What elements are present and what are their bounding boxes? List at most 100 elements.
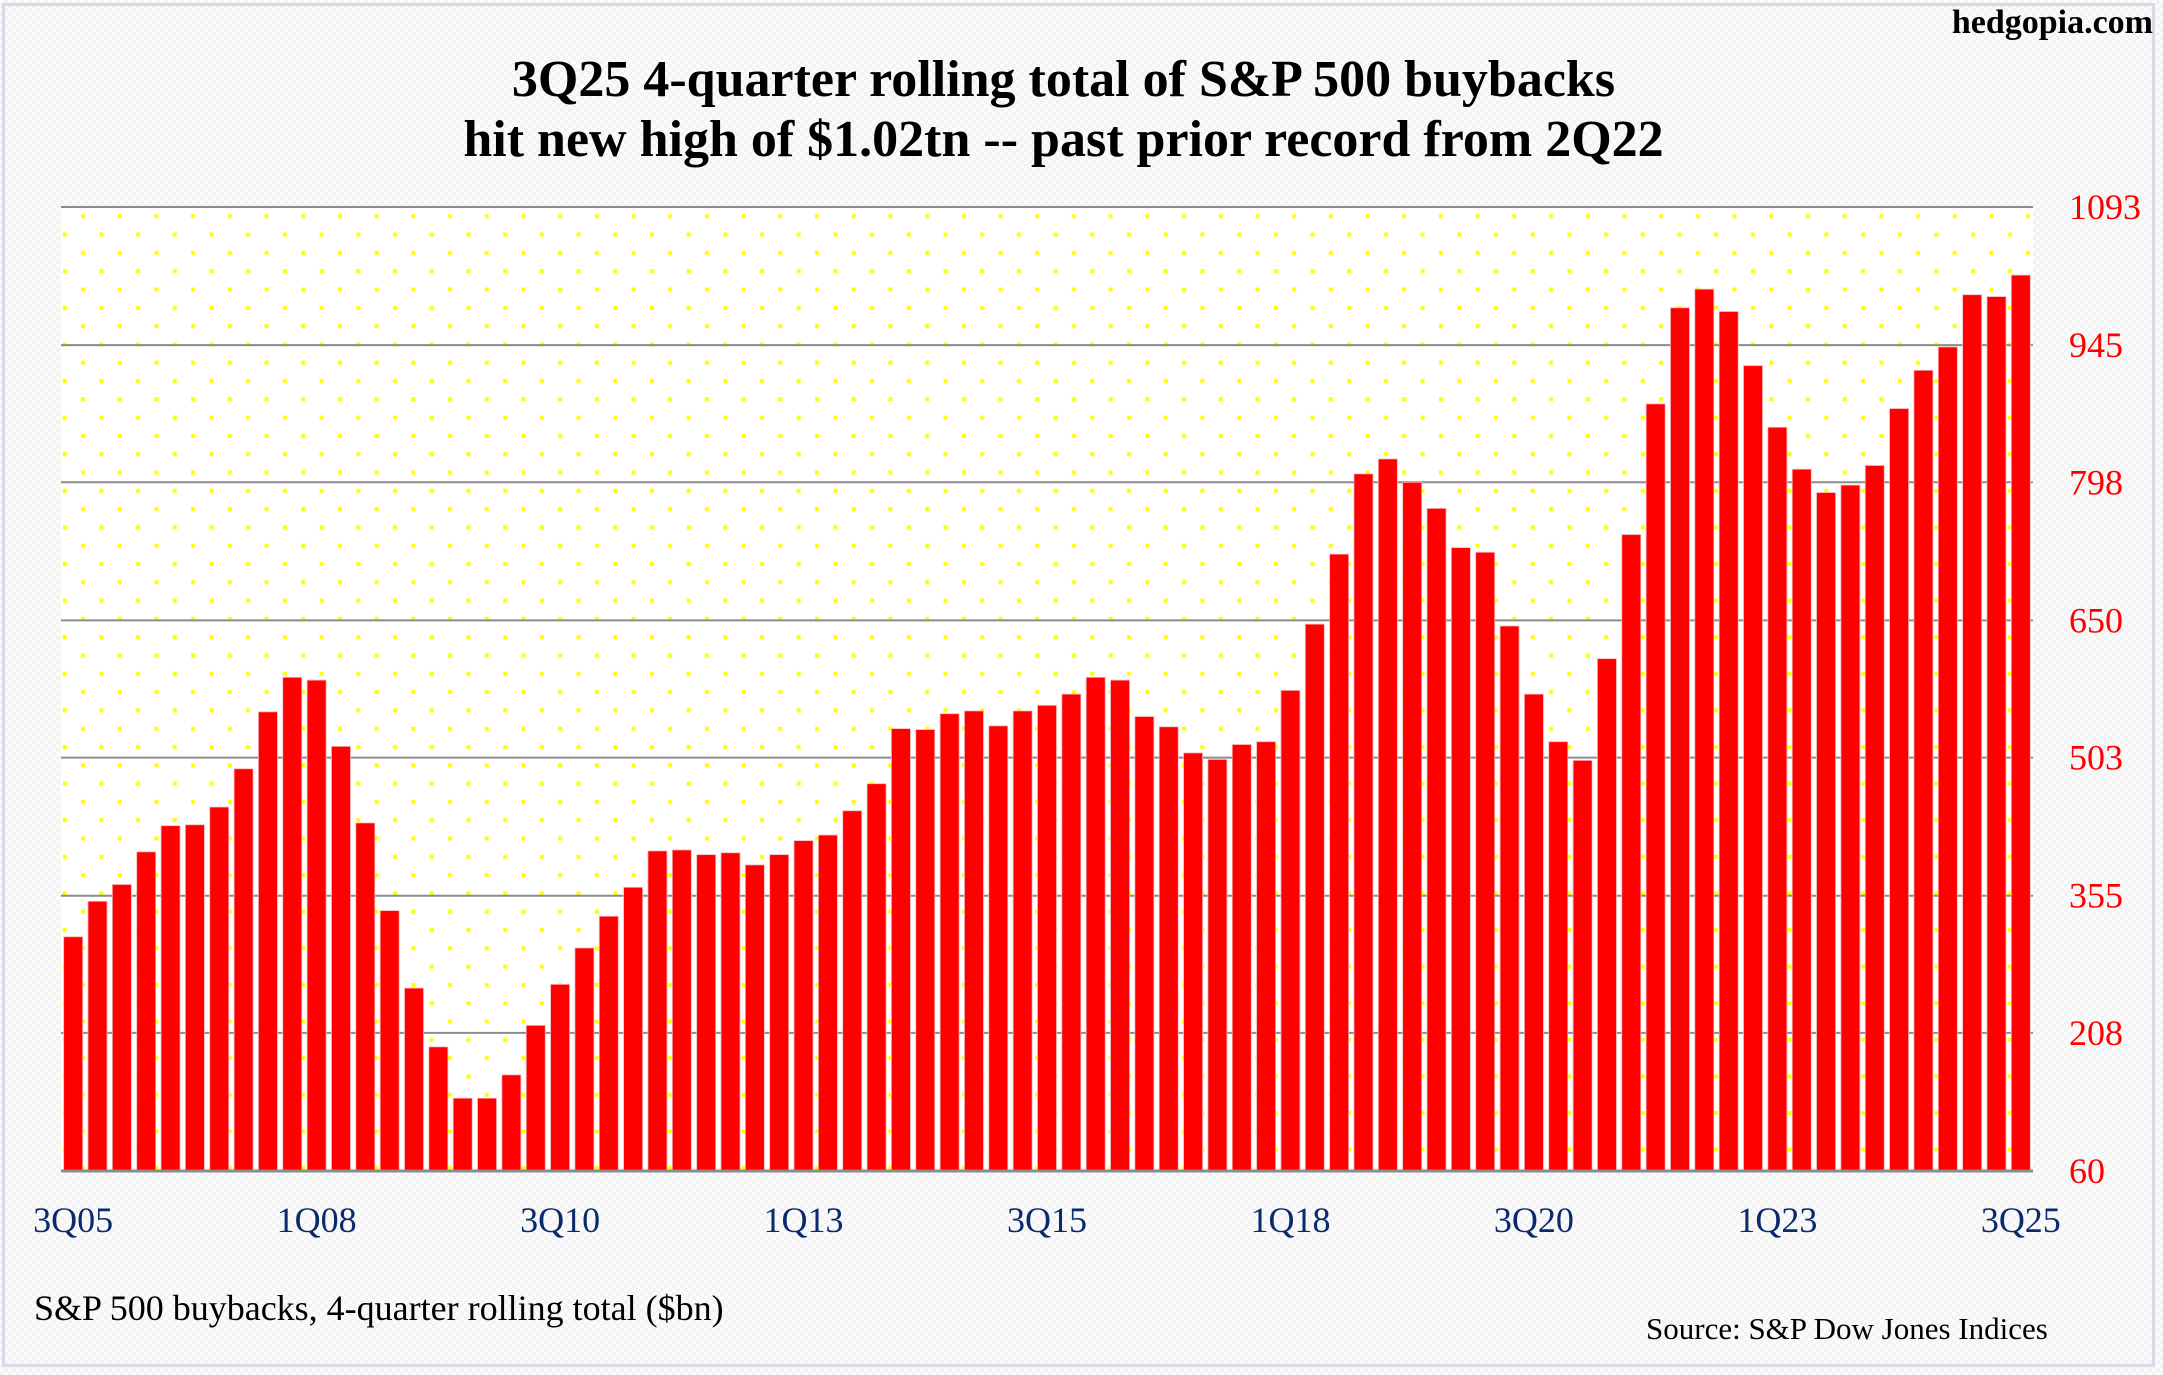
y-axis-caption: S&P 500 buybacks, 4-quarter rolling tota… <box>34 1288 724 1328</box>
bar-4Q16 <box>1158 726 1179 1172</box>
bar-1Q11 <box>598 915 619 1172</box>
y-tick-label: 798 <box>2069 462 2123 502</box>
bar-2Q25 <box>1986 296 2007 1172</box>
bar-3Q23 <box>1816 492 1836 1172</box>
bar-3Q09 <box>452 1097 473 1172</box>
source-note: Source: S&P Dow Jones Indices <box>1646 1311 2048 1346</box>
bar-4Q23 <box>1840 484 1861 1172</box>
bar-3Q05 <box>63 936 84 1172</box>
bar-4Q18 <box>1353 473 1374 1172</box>
bar-3Q18 <box>1329 553 1350 1172</box>
y-tick-label: 945 <box>2069 325 2123 365</box>
bar-2Q07 <box>233 768 254 1172</box>
bar-1Q07 <box>209 806 230 1172</box>
bar-1Q12 <box>696 854 717 1172</box>
bar-4Q14 <box>964 710 984 1172</box>
bar-3Q15 <box>1037 704 1057 1172</box>
bar-2Q06 <box>136 851 157 1172</box>
bar-1Q08 <box>306 679 327 1172</box>
bar-2Q21 <box>1597 658 1617 1172</box>
x-tick-label: 1Q18 <box>1250 1200 1330 1240</box>
bar-4Q24 <box>1937 346 1958 1172</box>
chart-frame <box>2 3 2155 1367</box>
bar-3Q11 <box>647 850 668 1172</box>
x-tick-label: 3Q20 <box>1494 1200 1574 1240</box>
bar-2Q17 <box>1207 759 1228 1172</box>
bar-1Q16 <box>1085 676 1106 1172</box>
bar-2Q13 <box>817 834 838 1172</box>
bar-4Q07 <box>282 676 303 1172</box>
bar-3Q19 <box>1426 508 1447 1172</box>
bar-3Q14 <box>939 713 960 1172</box>
bar-4Q06 <box>185 824 205 1172</box>
bar-3Q12 <box>744 864 765 1172</box>
bar-1Q19 <box>1377 458 1398 1172</box>
bar-4Q22 <box>1743 365 1763 1172</box>
bar-3Q07 <box>258 711 278 1172</box>
bar-3Q22 <box>1718 311 1739 1172</box>
bar-4Q21 <box>1645 403 1666 1172</box>
x-tick-label: 1Q23 <box>1737 1200 1817 1240</box>
y-tick-label: 355 <box>2069 876 2123 916</box>
bar-3Q24 <box>1913 369 1934 1172</box>
bar-3Q17 <box>1231 744 1252 1172</box>
x-tick-label: 1Q13 <box>764 1200 844 1240</box>
bar-2Q22 <box>1694 288 1715 1172</box>
bar-1Q23 <box>1767 426 1788 1172</box>
bar-2Q10 <box>525 1025 546 1172</box>
x-tick-label: 3Q15 <box>1007 1200 1087 1240</box>
bar-3Q25 <box>2010 274 2031 1172</box>
bar-1Q18 <box>1280 690 1301 1172</box>
bar-3Q08 <box>355 822 376 1172</box>
bar-1Q06 <box>111 884 132 1172</box>
bar-2Q14 <box>915 729 936 1172</box>
bar-2Q18 <box>1304 623 1325 1172</box>
chart-subtitle: hit new high of $1.02tn -- past prior re… <box>463 111 1664 168</box>
x-tick-label: 3Q25 <box>1981 1200 2061 1240</box>
bar-2Q11 <box>623 886 644 1172</box>
bar-3Q10 <box>550 983 570 1172</box>
bar-1Q20 <box>1475 551 1496 1172</box>
watermark: hedgopia.com <box>1951 4 2153 41</box>
y-tick-label: 60 <box>2069 1151 2105 1191</box>
y-axis-labels: 60 208 355 503 650 798 945 1093 <box>2069 187 2141 1191</box>
bar-4Q19 <box>1450 547 1471 1172</box>
bars <box>63 274 2031 1172</box>
bar-2Q08 <box>331 745 351 1172</box>
bar-1Q10 <box>501 1074 522 1172</box>
bar-3Q13 <box>842 810 863 1172</box>
bar-1Q14 <box>891 728 911 1172</box>
bar-4Q17 <box>1256 741 1277 1172</box>
bar-4Q15 <box>1061 693 1082 1172</box>
bar-1Q21 <box>1572 759 1593 1172</box>
bar-2Q23 <box>1791 468 1812 1172</box>
chart-title: 3Q25 4-quarter rolling total of S&P 500 … <box>511 51 1616 108</box>
bar-2Q20 <box>1499 625 1520 1172</box>
bar-4Q20 <box>1548 741 1569 1172</box>
y-tick-label: 208 <box>2069 1013 2123 1053</box>
bar-1Q09 <box>404 987 424 1172</box>
x-tick-label: 3Q10 <box>520 1200 600 1240</box>
bar-4Q13 <box>866 783 887 1172</box>
bar-1Q22 <box>1670 307 1690 1172</box>
bar-3Q20 <box>1524 693 1544 1172</box>
bar-3Q06 <box>160 825 181 1172</box>
x-tick-label: 1Q08 <box>277 1200 357 1240</box>
bar-2Q19 <box>1402 481 1423 1172</box>
bar-3Q16 <box>1134 716 1155 1172</box>
y-tick-label: 1093 <box>2069 187 2141 227</box>
bar-2Q16 <box>1110 679 1130 1172</box>
bar-2Q09 <box>428 1046 449 1172</box>
bar-3Q21 <box>1621 534 1642 1172</box>
x-tick-label: 3Q05 <box>33 1200 113 1240</box>
bar-1Q24 <box>1864 465 1885 1172</box>
bar-2Q15 <box>1012 710 1033 1172</box>
bar-1Q13 <box>793 840 814 1172</box>
bar-4Q09 <box>477 1097 497 1172</box>
bar-2Q12 <box>720 852 741 1172</box>
bar-4Q05 <box>87 900 108 1172</box>
bar-4Q10 <box>574 947 595 1172</box>
x-axis-labels: 3Q05 1Q08 3Q10 1Q13 3Q15 1Q18 3Q20 1Q23 3Q25 <box>33 1200 2061 1240</box>
bar-1Q15 <box>988 725 1009 1172</box>
